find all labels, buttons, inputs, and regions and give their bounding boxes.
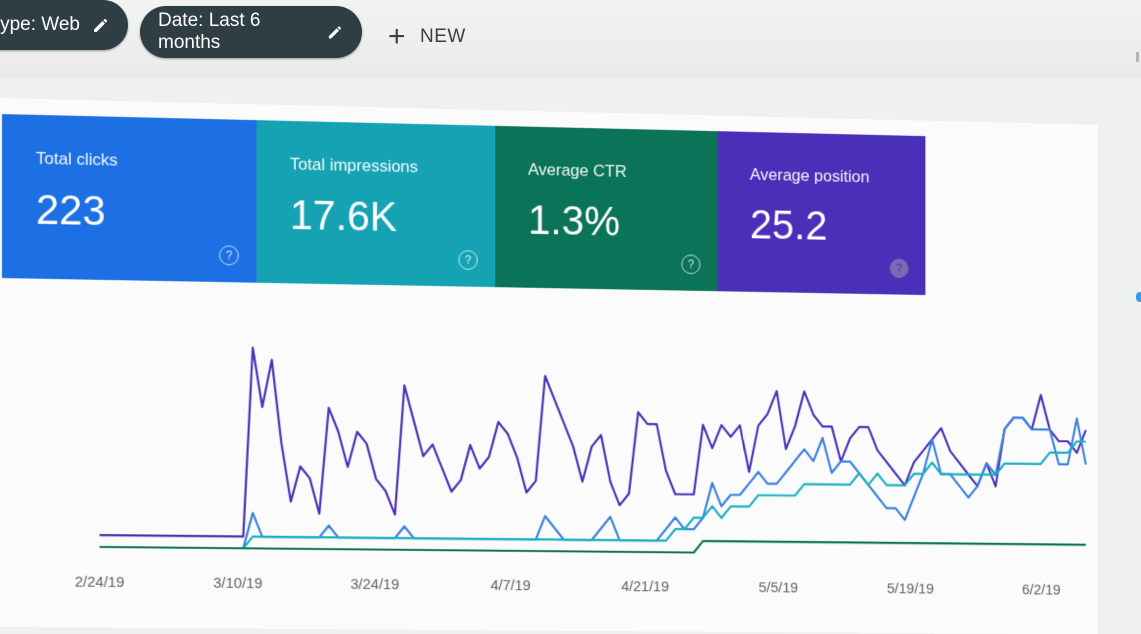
- type-filter-chip[interactable]: type: Web: [0, 0, 128, 50]
- help-circle-icon[interactable]: ?: [219, 245, 239, 265]
- performance-panel: Total clicks 223 ? Total impressions 17.…: [0, 98, 1098, 634]
- edge-mark: [1136, 52, 1139, 62]
- metric-label: Total impressions: [290, 155, 495, 179]
- x-tick-label: 6/2/19: [1022, 582, 1061, 599]
- x-tick-label: 4/7/19: [490, 577, 530, 594]
- metric-value: 25.2: [750, 201, 926, 251]
- metric-label: Total clicks: [36, 149, 257, 174]
- plus-icon: +: [388, 22, 406, 52]
- metric-label: Average CTR: [528, 160, 718, 184]
- date-filter-label: Date: Last 6 months: [158, 10, 315, 54]
- x-tick-label: 2/24/19: [75, 574, 125, 591]
- metric-card-total-clicks[interactable]: Total clicks 223 ?: [2, 114, 257, 283]
- help-circle-icon[interactable]: ?: [890, 258, 909, 278]
- x-tick-label: 4/21/19: [621, 578, 669, 595]
- filter-bar: type: Web Date: Last 6 months + NEW: [0, 0, 1141, 78]
- help-circle-icon[interactable]: ?: [458, 250, 477, 270]
- metric-cards: Total clicks 223 ? Total impressions 17.…: [2, 114, 925, 295]
- metric-value: 223: [36, 186, 257, 238]
- x-tick-label: 5/19/19: [887, 581, 934, 598]
- new-filter-button[interactable]: + NEW: [388, 22, 466, 52]
- help-circle-icon[interactable]: ?: [681, 254, 700, 274]
- scroll-indicator[interactable]: [1136, 292, 1141, 302]
- x-tick-label: 5/5/19: [759, 579, 798, 596]
- date-filter-chip[interactable]: Date: Last 6 months: [140, 6, 362, 58]
- metric-value: 1.3%: [528, 196, 718, 247]
- pencil-icon[interactable]: [327, 23, 344, 41]
- metric-value: 17.6K: [290, 191, 495, 243]
- performance-chart[interactable]: 2/24/19 3/10/19 3/24/19 4/7/19 4/21/19 5/5/19…: [0, 288, 1098, 626]
- metric-card-average-ctr[interactable]: Average CTR 1.3% ?: [495, 126, 717, 291]
- type-filter-label: type: Web: [0, 14, 80, 36]
- metric-card-average-position[interactable]: Average position 25.2 ?: [718, 131, 926, 295]
- series-line-2: [100, 405, 1086, 557]
- series-line-1: [100, 345, 1086, 544]
- x-tick-label: 3/24/19: [350, 576, 399, 593]
- metric-card-total-impressions[interactable]: Total impressions 17.6K ?: [257, 120, 496, 287]
- x-tick-label: 3/10/19: [213, 575, 262, 592]
- pencil-icon[interactable]: [92, 16, 110, 34]
- new-filter-label: NEW: [420, 26, 466, 48]
- metric-label: Average position: [750, 165, 926, 188]
